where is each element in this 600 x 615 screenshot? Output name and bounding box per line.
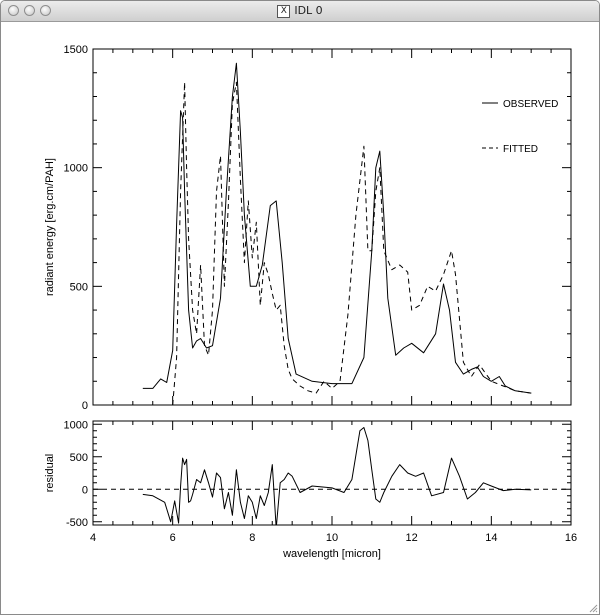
observed-series-line xyxy=(142,62,532,394)
x-window-icon: X xyxy=(277,4,291,18)
resize-grip-icon[interactable] xyxy=(588,603,598,613)
top-y-axis-label: radiant energy [erg.cm/PAH] xyxy=(44,158,56,296)
plot-canvas: 0 500 1000 1500 radiant energy [erg.cm/PAH] O… xyxy=(44,44,577,560)
residual-series-line xyxy=(142,427,532,525)
residual-plot: -500 0 500 1000 4 6 8 10 12 14 16 residual wavelengt… xyxy=(44,419,577,560)
legend-label-fitted: FITTED xyxy=(503,144,538,155)
title-bar: X IDL 0 xyxy=(1,1,599,22)
residual-y-tick-label: -500 xyxy=(66,517,88,529)
top-plot-frame xyxy=(92,48,572,406)
x-tick-label: 14 xyxy=(485,532,497,544)
residual-y-tick-label: 0 xyxy=(82,484,88,496)
fitted-series-line xyxy=(172,81,532,405)
window-title-text: IDL 0 xyxy=(294,4,323,17)
x-tick-label: 8 xyxy=(249,532,255,544)
residual-plot-frame xyxy=(92,420,572,526)
residual-y-axis-label: residual xyxy=(44,454,56,493)
top-y-tick-label: 500 xyxy=(70,281,88,293)
zoom-window-button[interactable] xyxy=(40,5,51,16)
minimize-window-button[interactable] xyxy=(24,5,35,16)
top-y-tick-label: 1000 xyxy=(64,163,88,175)
window-title: X IDL 0 xyxy=(1,4,599,18)
x-axis-label: wavelength [micron] xyxy=(282,548,381,560)
x-tick-label: 6 xyxy=(170,532,176,544)
legend-label-observed: OBSERVED xyxy=(503,99,558,110)
top-y-tick-label: 0 xyxy=(82,400,88,412)
x-tick-label: 12 xyxy=(406,532,418,544)
residual-y-tick-label: 500 xyxy=(70,452,88,464)
top-plot: 0 500 1000 1500 radiant energy [erg.cm/PAH] O… xyxy=(44,44,572,412)
x-tick-label: 4 xyxy=(90,532,96,544)
residual-y-tick-label: 1000 xyxy=(64,419,88,431)
top-y-tick-label: 1500 xyxy=(64,44,88,56)
x-tick-label: 10 xyxy=(326,532,338,544)
close-window-button[interactable] xyxy=(8,5,19,16)
x-tick-label: 16 xyxy=(565,532,577,544)
